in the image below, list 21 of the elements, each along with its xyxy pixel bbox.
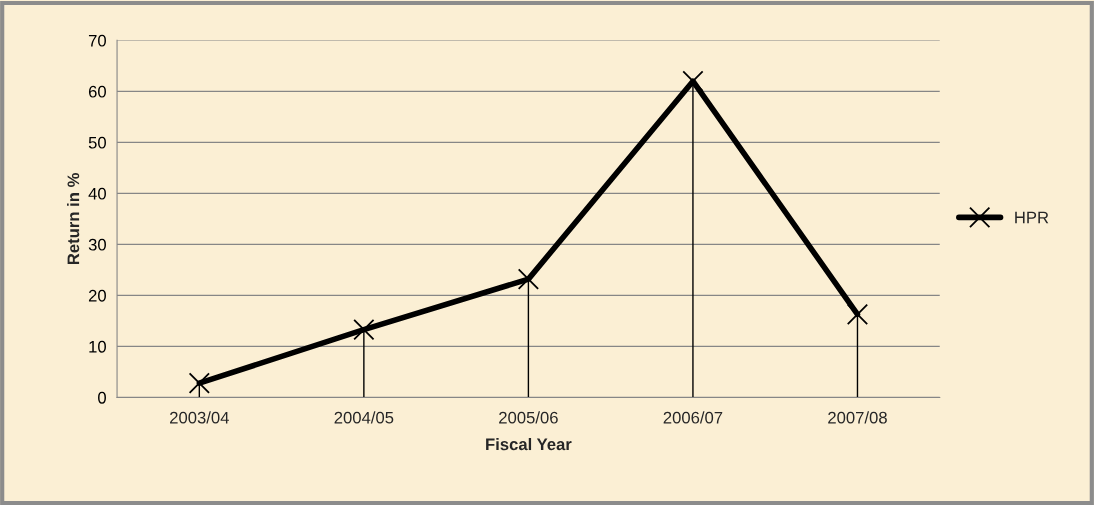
y-tick-label: 10 [89, 340, 106, 353]
y-tick-label: 0 [98, 391, 106, 404]
y-tick-label: 60 [88, 85, 106, 98]
x-tick-label: 2007/08 [828, 411, 887, 424]
y-tick-label: 70 [88, 34, 106, 47]
point [353, 318, 375, 341]
point [188, 372, 210, 394]
x-tick-label: 2004/05 [334, 411, 394, 424]
legend-label: HPR [1015, 211, 1049, 224]
x-tick-label: 2005/06 [499, 411, 558, 424]
y-tick-label: 50 [88, 136, 106, 149]
y-tick-label: 20 [88, 289, 106, 302]
x-axis-title: Fiscal Year [486, 437, 572, 451]
y-tick-label: 30 [88, 238, 106, 251]
point [682, 70, 704, 92]
point [846, 303, 869, 325]
x-tick-label: 2006/07 [663, 411, 723, 424]
point [517, 268, 540, 290]
y-axis-title: Return in % [67, 173, 80, 265]
x-tick-label: 2003/04 [170, 411, 229, 424]
y-tick-label: 40 [88, 187, 106, 200]
